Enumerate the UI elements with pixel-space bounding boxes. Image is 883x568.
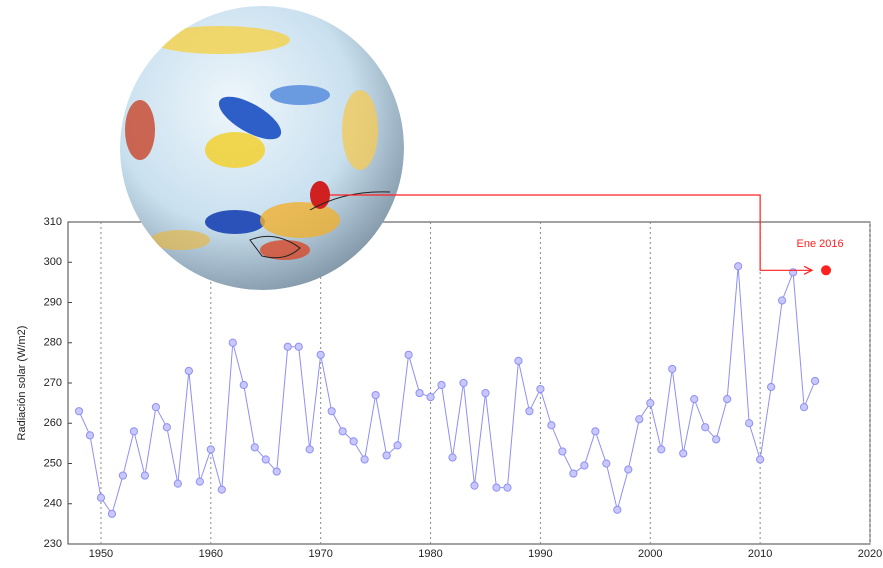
data-point — [514, 356, 523, 365]
data-line — [78, 266, 816, 515]
data-point — [810, 376, 820, 386]
data-point — [547, 421, 556, 430]
data-point — [437, 380, 446, 390]
x-tick-label: 1990 — [528, 548, 552, 560]
data-point — [481, 388, 490, 398]
data-point — [283, 342, 292, 351]
x-tick-label: 2010 — [748, 548, 772, 560]
x-tick-label: 1980 — [418, 548, 442, 560]
data-point — [668, 364, 677, 374]
data-point — [558, 447, 567, 456]
x-tick-label: 2000 — [638, 548, 662, 560]
data-point — [591, 427, 600, 436]
annotation-point — [821, 265, 832, 276]
data-point — [492, 483, 501, 492]
data-point — [602, 459, 611, 468]
data-point — [382, 451, 391, 460]
data-point — [228, 338, 237, 347]
data-point — [536, 384, 545, 394]
data-point — [96, 493, 106, 502]
data-point — [778, 296, 787, 305]
annotation-label: Ene 2016 — [797, 238, 844, 250]
data-point — [690, 395, 699, 404]
y-tick-label: 260 — [44, 417, 62, 429]
data-point — [107, 509, 117, 518]
x-tick-label: 2020 — [858, 548, 882, 560]
data-point — [85, 431, 95, 440]
y-tick-label: 270 — [44, 377, 62, 389]
data-point — [173, 479, 182, 488]
data-point — [613, 505, 622, 514]
data-point — [679, 449, 688, 458]
data-point — [635, 415, 644, 424]
data-point — [217, 485, 226, 494]
plot-frame — [67, 221, 871, 545]
data-point — [799, 403, 809, 412]
y-tick-label: 280 — [44, 337, 62, 349]
y-axis-label: Radiación solar (W/m2) — [16, 326, 28, 441]
data-point — [74, 407, 84, 416]
y-tick-label: 240 — [44, 498, 62, 510]
y-tick-label: 300 — [44, 256, 62, 268]
data-point — [756, 455, 765, 464]
data-point — [448, 453, 457, 462]
data-point — [580, 461, 589, 470]
data-point — [767, 382, 776, 392]
data-point — [162, 423, 171, 432]
data-point — [415, 388, 424, 398]
data-point — [393, 441, 402, 450]
data-point — [404, 350, 413, 359]
data-point — [195, 477, 204, 486]
x-tick-label: 1960 — [199, 548, 223, 560]
data-point — [712, 435, 721, 444]
data-point — [140, 471, 150, 480]
data-point — [294, 342, 303, 351]
data-point — [503, 483, 512, 492]
data-point — [371, 390, 380, 400]
y-tick-label: 290 — [44, 296, 62, 308]
data-point — [646, 399, 655, 408]
y-tick-label: 310 — [44, 216, 62, 228]
data-point — [338, 427, 347, 436]
data-point — [701, 423, 710, 432]
data-point — [569, 469, 578, 478]
data-point — [525, 407, 534, 416]
x-tick-label: 1970 — [308, 548, 332, 560]
x-tick-label: 1950 — [89, 548, 113, 560]
data-point — [272, 467, 281, 476]
annotation-arrow — [330, 194, 814, 275]
data-point — [360, 455, 369, 464]
data-point — [118, 471, 128, 480]
data-point — [459, 378, 468, 388]
data-point — [250, 443, 259, 452]
y-tick-label: 230 — [44, 538, 62, 550]
data-point — [305, 445, 314, 454]
data-point — [184, 366, 193, 376]
data-point — [734, 262, 743, 271]
data-point — [470, 481, 479, 490]
data-point — [426, 392, 435, 402]
data-point — [657, 445, 666, 454]
data-point — [327, 407, 336, 416]
y-tick-label: 250 — [44, 457, 62, 469]
data-point — [624, 465, 633, 474]
data-point — [349, 437, 358, 446]
data-point — [316, 350, 325, 359]
data-point — [745, 419, 754, 428]
data-point — [206, 445, 215, 454]
data-point — [261, 455, 270, 464]
globe — [120, 6, 404, 290]
data-point — [129, 427, 139, 436]
data-point — [151, 403, 160, 412]
data-point — [239, 380, 248, 390]
data-point — [723, 395, 732, 404]
